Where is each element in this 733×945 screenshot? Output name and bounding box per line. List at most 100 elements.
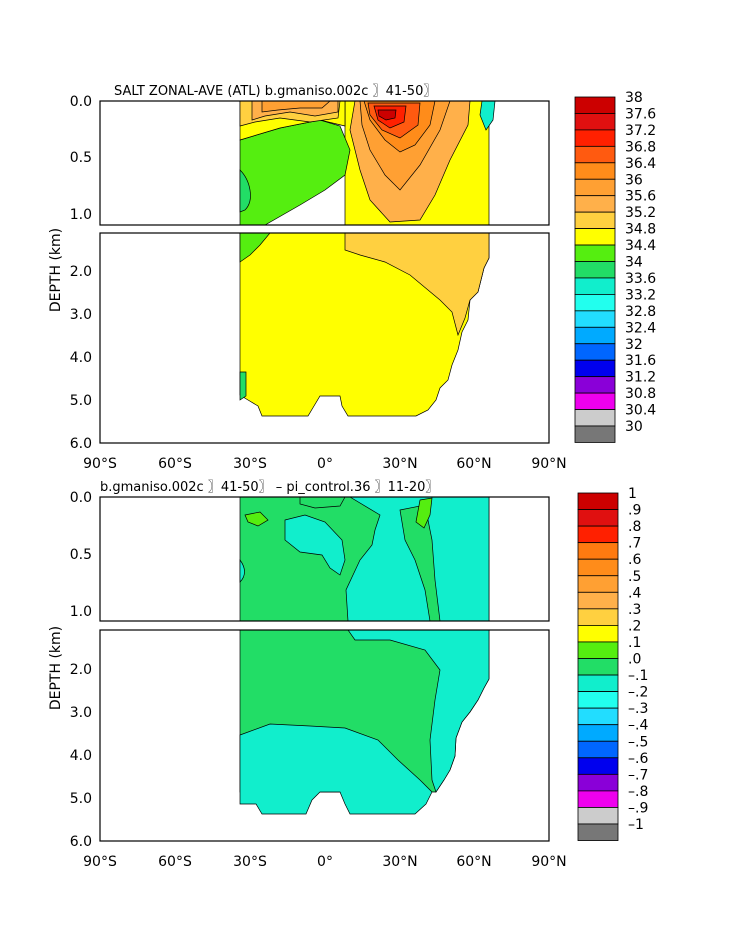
panel-1-upper-frame [99,100,550,226]
panel-1-lower-frame [99,232,550,444]
colorbar-swatch [577,641,619,659]
colorbar-label: –.2 [628,685,648,701]
field-lime-1 [244,511,269,527]
panel-1-lower-field [239,232,490,417]
panel-1-ytick: 0.0 [70,94,92,110]
field-cyan-2 [284,514,346,576]
panel-2: b.gmaniso.002c 〗41-50〗 – pi_control.36 〗… [48,480,648,870]
panel-1-ytick: 4.0 [70,350,92,366]
colorbar-label: –.6 [628,751,648,767]
panel-2-xtick: 90°S [83,854,117,870]
panel-1-ylabel: DEPTH (km) [48,228,64,312]
colorbar-swatch [574,178,616,197]
colorbar-label: .4 [628,585,641,601]
colorbar-swatch [574,392,616,410]
colorbar-label: .9 [628,503,641,519]
panel-1-xtick: 60°S [158,456,192,472]
colorbar-swatch [574,145,616,164]
colorbar-swatch [574,228,616,246]
colorbar-swatch [577,509,619,527]
colorbar-swatch [574,310,616,328]
colorbar-swatch [574,113,616,131]
colorbar-label: 36.8 [625,139,656,155]
colorbar-swatch [574,162,616,180]
colorbar-swatch [577,525,619,544]
panel-1-ytick: 6.0 [70,436,92,452]
colorbar-label: 35.6 [625,189,656,205]
colorbar-label: .0 [628,652,641,668]
panel-1-xtick: 90°S [83,456,117,472]
field-teal [239,169,251,213]
colorbar-label: –.3 [628,701,648,717]
colorbar-label: .8 [628,519,641,535]
colorbar-label: –.8 [628,784,648,800]
field-green [239,119,351,226]
colorbar-swatch [577,575,619,593]
panel-1-xtick: 0° [317,456,333,472]
colorbar-label: 36.4 [625,156,656,172]
colorbar-swatch [574,409,616,427]
panel-2-ytick: 0.5 [70,547,92,563]
panel-2-xtick: 60°S [158,854,192,870]
field-red-3 [377,109,397,121]
colorbar-swatch [574,244,616,262]
colorbar-swatch [574,359,616,378]
colorbar-label: 34 [625,255,643,271]
colorbar-label: .6 [628,552,641,568]
colorbar-label: .1 [628,635,641,651]
colorbar-swatch [574,425,616,443]
panel-2-lower-field [239,629,490,815]
panel-1-colorbar: 3837.637.236.836.43635.635.234.834.43433… [574,90,656,443]
colorbar-label: –.5 [628,734,648,750]
colorbar-label: 33.2 [625,287,656,303]
panel-2-xtick: 60°N [456,854,491,870]
colorbar-swatch [574,277,616,295]
colorbar-label: .2 [628,618,641,634]
colorbar-label: 1 [628,486,637,502]
colorbar-swatch [577,790,619,808]
colorbar-swatch [577,674,619,692]
panel-2-ytick: 0.0 [70,490,92,506]
panel-2-ylabel: DEPTH (km) [48,626,64,710]
colorbar-label: 31.6 [625,353,656,369]
panel-1-ytick: 0.5 [70,150,92,166]
colorbar-label: –.7 [628,767,648,783]
colorbar-label: .3 [628,602,641,618]
colorbar-swatch [574,376,616,394]
colorbar-swatch [574,129,616,147]
colorbar-swatch [577,608,619,626]
colorbar-label: –.1 [628,668,648,684]
colorbar-swatch [574,326,616,345]
field-cyan-east [239,558,245,583]
colorbar-swatch [577,625,619,643]
panel-2-ytick: 3.0 [70,705,92,721]
panel-2-xtick: 30°N [382,854,417,870]
panel-1-ytick: 5.0 [70,393,92,409]
colorbar-swatch [577,492,619,510]
panel-2-xtick: 30°S [233,854,267,870]
colorbar-swatch [574,343,616,361]
colorbar-label: 30.8 [625,386,656,402]
colorbar-label: 36 [625,172,643,188]
panel-2-ytick: 2.0 [70,662,92,678]
colorbar-swatch [577,691,619,709]
colorbar-swatch [577,724,619,742]
panel-2-xtick: 0° [317,854,333,870]
panel-1-xtick: 30°N [382,456,417,472]
colorbar-label: 31.2 [625,370,656,386]
field-lime-2 [415,497,433,529]
colorbar-swatch [577,707,619,726]
colorbar-label: 34.4 [625,238,656,254]
colorbar-label: 30 [625,419,643,435]
panel-2-ytick: 1.0 [70,604,92,620]
colorbar-label: 37.2 [625,123,656,139]
colorbar-swatch [577,757,619,775]
colorbar-label: 32 [625,337,643,353]
panel-1-xtick: 30°S [233,456,267,472]
colorbar-swatch [574,293,616,312]
colorbar-label: 33.6 [625,271,656,287]
panel-1-xtick: 60°N [456,456,491,472]
panel-1-upper-field [239,100,496,226]
panel-2-ytick: 4.0 [70,748,92,764]
